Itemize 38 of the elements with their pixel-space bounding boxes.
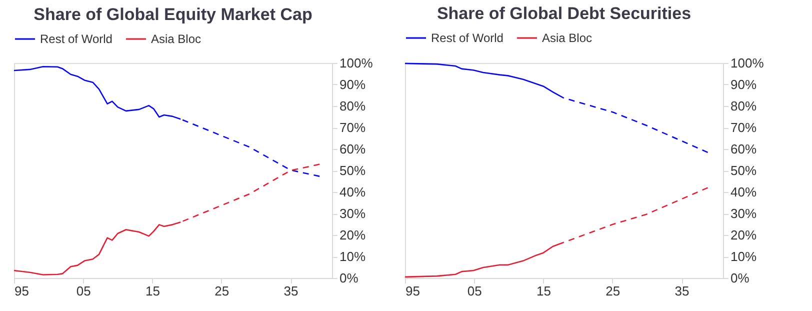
y-tick-label: 50% (730, 163, 757, 178)
y-tick-label: 60% (340, 142, 366, 156)
x-tick-label: 35 (284, 284, 298, 298)
y-tick-label: 10% (340, 249, 366, 264)
y-tick-label: 40% (730, 184, 757, 200)
y-tick-label: 100% (730, 56, 764, 70)
x-tick-label: 15 (146, 284, 160, 298)
x-tick-label: 05 (467, 284, 482, 298)
x-tick-label: 25 (606, 284, 620, 298)
y-tick-label: 0% (340, 270, 359, 286)
x-tick-label: 95 (406, 284, 420, 298)
y-tick-label: 40% (340, 184, 366, 200)
legend-label: Rest of World (40, 32, 112, 46)
x-tick-label: 15 (536, 284, 551, 298)
y-tick-label: 20% (340, 228, 366, 242)
legend-label: Rest of World (431, 31, 504, 45)
y-tick-label: 90% (340, 77, 366, 92)
legend-label: Asia Bloc (542, 31, 592, 45)
y-tick-label: 30% (730, 206, 757, 221)
y-tick-label: 0% (730, 270, 750, 286)
legend-label: Asia Bloc (151, 32, 202, 46)
y-tick-label: 70% (340, 120, 366, 135)
chart-title: Share of Global Debt Securities (436, 4, 692, 23)
y-tick-label: 50% (340, 163, 366, 178)
x-tick-label: 05 (76, 284, 91, 298)
x-tick-label: 95 (14, 284, 29, 298)
y-tick-label: 100% (340, 56, 374, 70)
x-tick-label: 35 (674, 284, 690, 298)
y-tick-label: 30% (340, 206, 366, 221)
y-tick-label: 90% (730, 77, 757, 92)
x-tick-label: 25 (214, 284, 230, 298)
y-tick-label: 70% (730, 120, 757, 135)
y-tick-label: 80% (340, 98, 366, 114)
y-tick-label: 10% (730, 249, 757, 264)
y-tick-label: 20% (730, 228, 757, 242)
y-tick-label: 60% (730, 142, 757, 156)
chart-title: Share of Global Equity Market Cap (34, 5, 312, 24)
y-tick-label: 80% (730, 98, 757, 114)
